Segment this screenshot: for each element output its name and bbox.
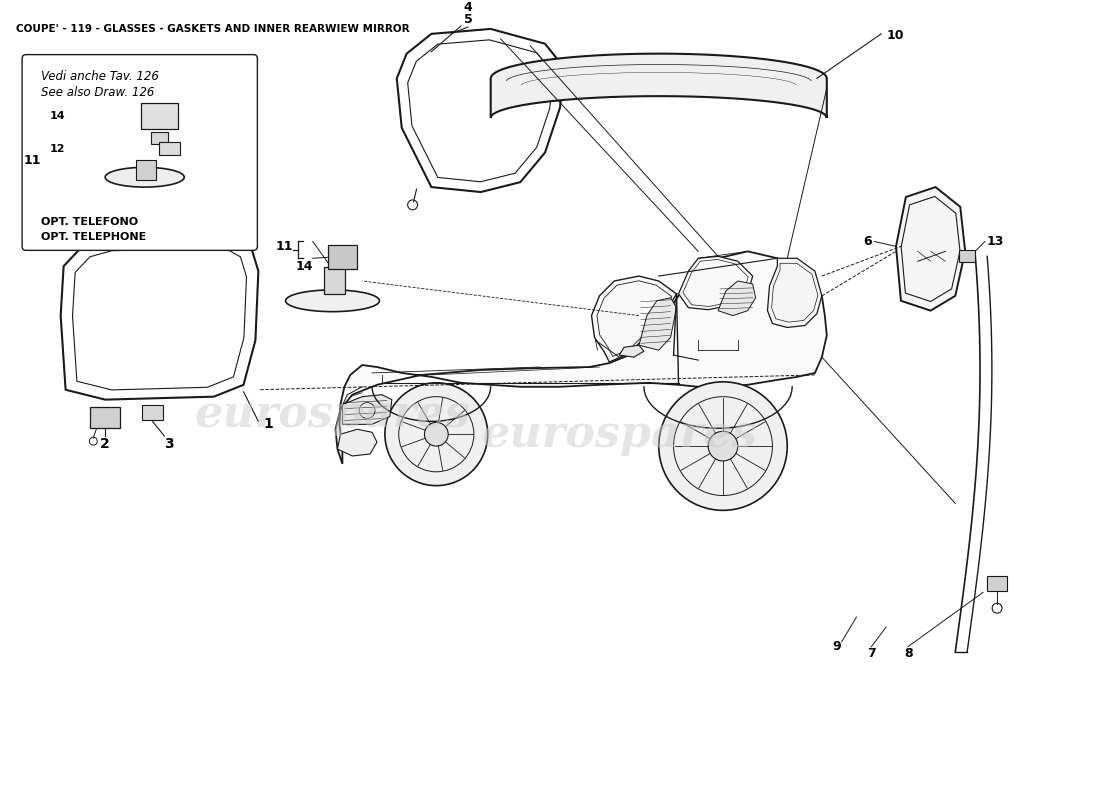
Text: 6: 6 xyxy=(864,235,872,248)
Text: 13: 13 xyxy=(987,235,1004,248)
Text: 10: 10 xyxy=(887,29,903,42)
Text: Vedi anche Tav. 126: Vedi anche Tav. 126 xyxy=(41,70,158,83)
FancyBboxPatch shape xyxy=(22,54,257,250)
Text: 1: 1 xyxy=(263,418,273,431)
Text: 2: 2 xyxy=(100,437,110,451)
Text: OPT. TELEPHONE: OPT. TELEPHONE xyxy=(41,231,146,242)
FancyBboxPatch shape xyxy=(328,246,358,269)
Text: 4: 4 xyxy=(463,1,472,14)
Circle shape xyxy=(659,382,788,510)
Text: OPT. TELEFONO: OPT. TELEFONO xyxy=(41,217,138,226)
Text: 14: 14 xyxy=(295,260,312,273)
Text: 8: 8 xyxy=(904,647,913,660)
Text: eurospares: eurospares xyxy=(195,393,471,436)
FancyBboxPatch shape xyxy=(90,407,121,428)
Text: 7: 7 xyxy=(867,647,876,660)
Polygon shape xyxy=(619,346,644,357)
Text: COUPE' - 119 - GLASSES - GASKETS AND INNER REARWIEW MIRROR: COUPE' - 119 - GLASSES - GASKETS AND INN… xyxy=(16,24,410,34)
Text: See also Draw. 126: See also Draw. 126 xyxy=(41,86,154,99)
Circle shape xyxy=(385,383,487,486)
Ellipse shape xyxy=(286,290,379,312)
Polygon shape xyxy=(342,394,392,424)
FancyBboxPatch shape xyxy=(135,161,155,180)
Text: eurospares: eurospares xyxy=(482,413,757,456)
Circle shape xyxy=(708,431,738,461)
Text: 3: 3 xyxy=(165,437,174,451)
Polygon shape xyxy=(491,54,827,118)
Text: 11: 11 xyxy=(23,154,41,167)
Polygon shape xyxy=(768,258,822,327)
Text: 9: 9 xyxy=(833,640,842,654)
FancyBboxPatch shape xyxy=(141,103,178,129)
Ellipse shape xyxy=(106,167,184,187)
Circle shape xyxy=(425,422,448,446)
Text: 11: 11 xyxy=(275,240,293,253)
Polygon shape xyxy=(336,251,827,464)
Polygon shape xyxy=(639,298,676,350)
Polygon shape xyxy=(896,187,965,310)
Text: 5: 5 xyxy=(463,13,472,26)
Text: 12: 12 xyxy=(51,143,66,154)
Text: 14: 14 xyxy=(50,111,66,121)
FancyBboxPatch shape xyxy=(142,405,164,420)
Polygon shape xyxy=(338,430,377,456)
Polygon shape xyxy=(718,281,756,316)
Polygon shape xyxy=(679,256,752,310)
FancyBboxPatch shape xyxy=(959,250,975,262)
FancyBboxPatch shape xyxy=(323,267,345,294)
FancyBboxPatch shape xyxy=(987,575,1007,591)
FancyBboxPatch shape xyxy=(158,142,180,155)
Polygon shape xyxy=(592,276,676,362)
FancyBboxPatch shape xyxy=(151,132,168,143)
